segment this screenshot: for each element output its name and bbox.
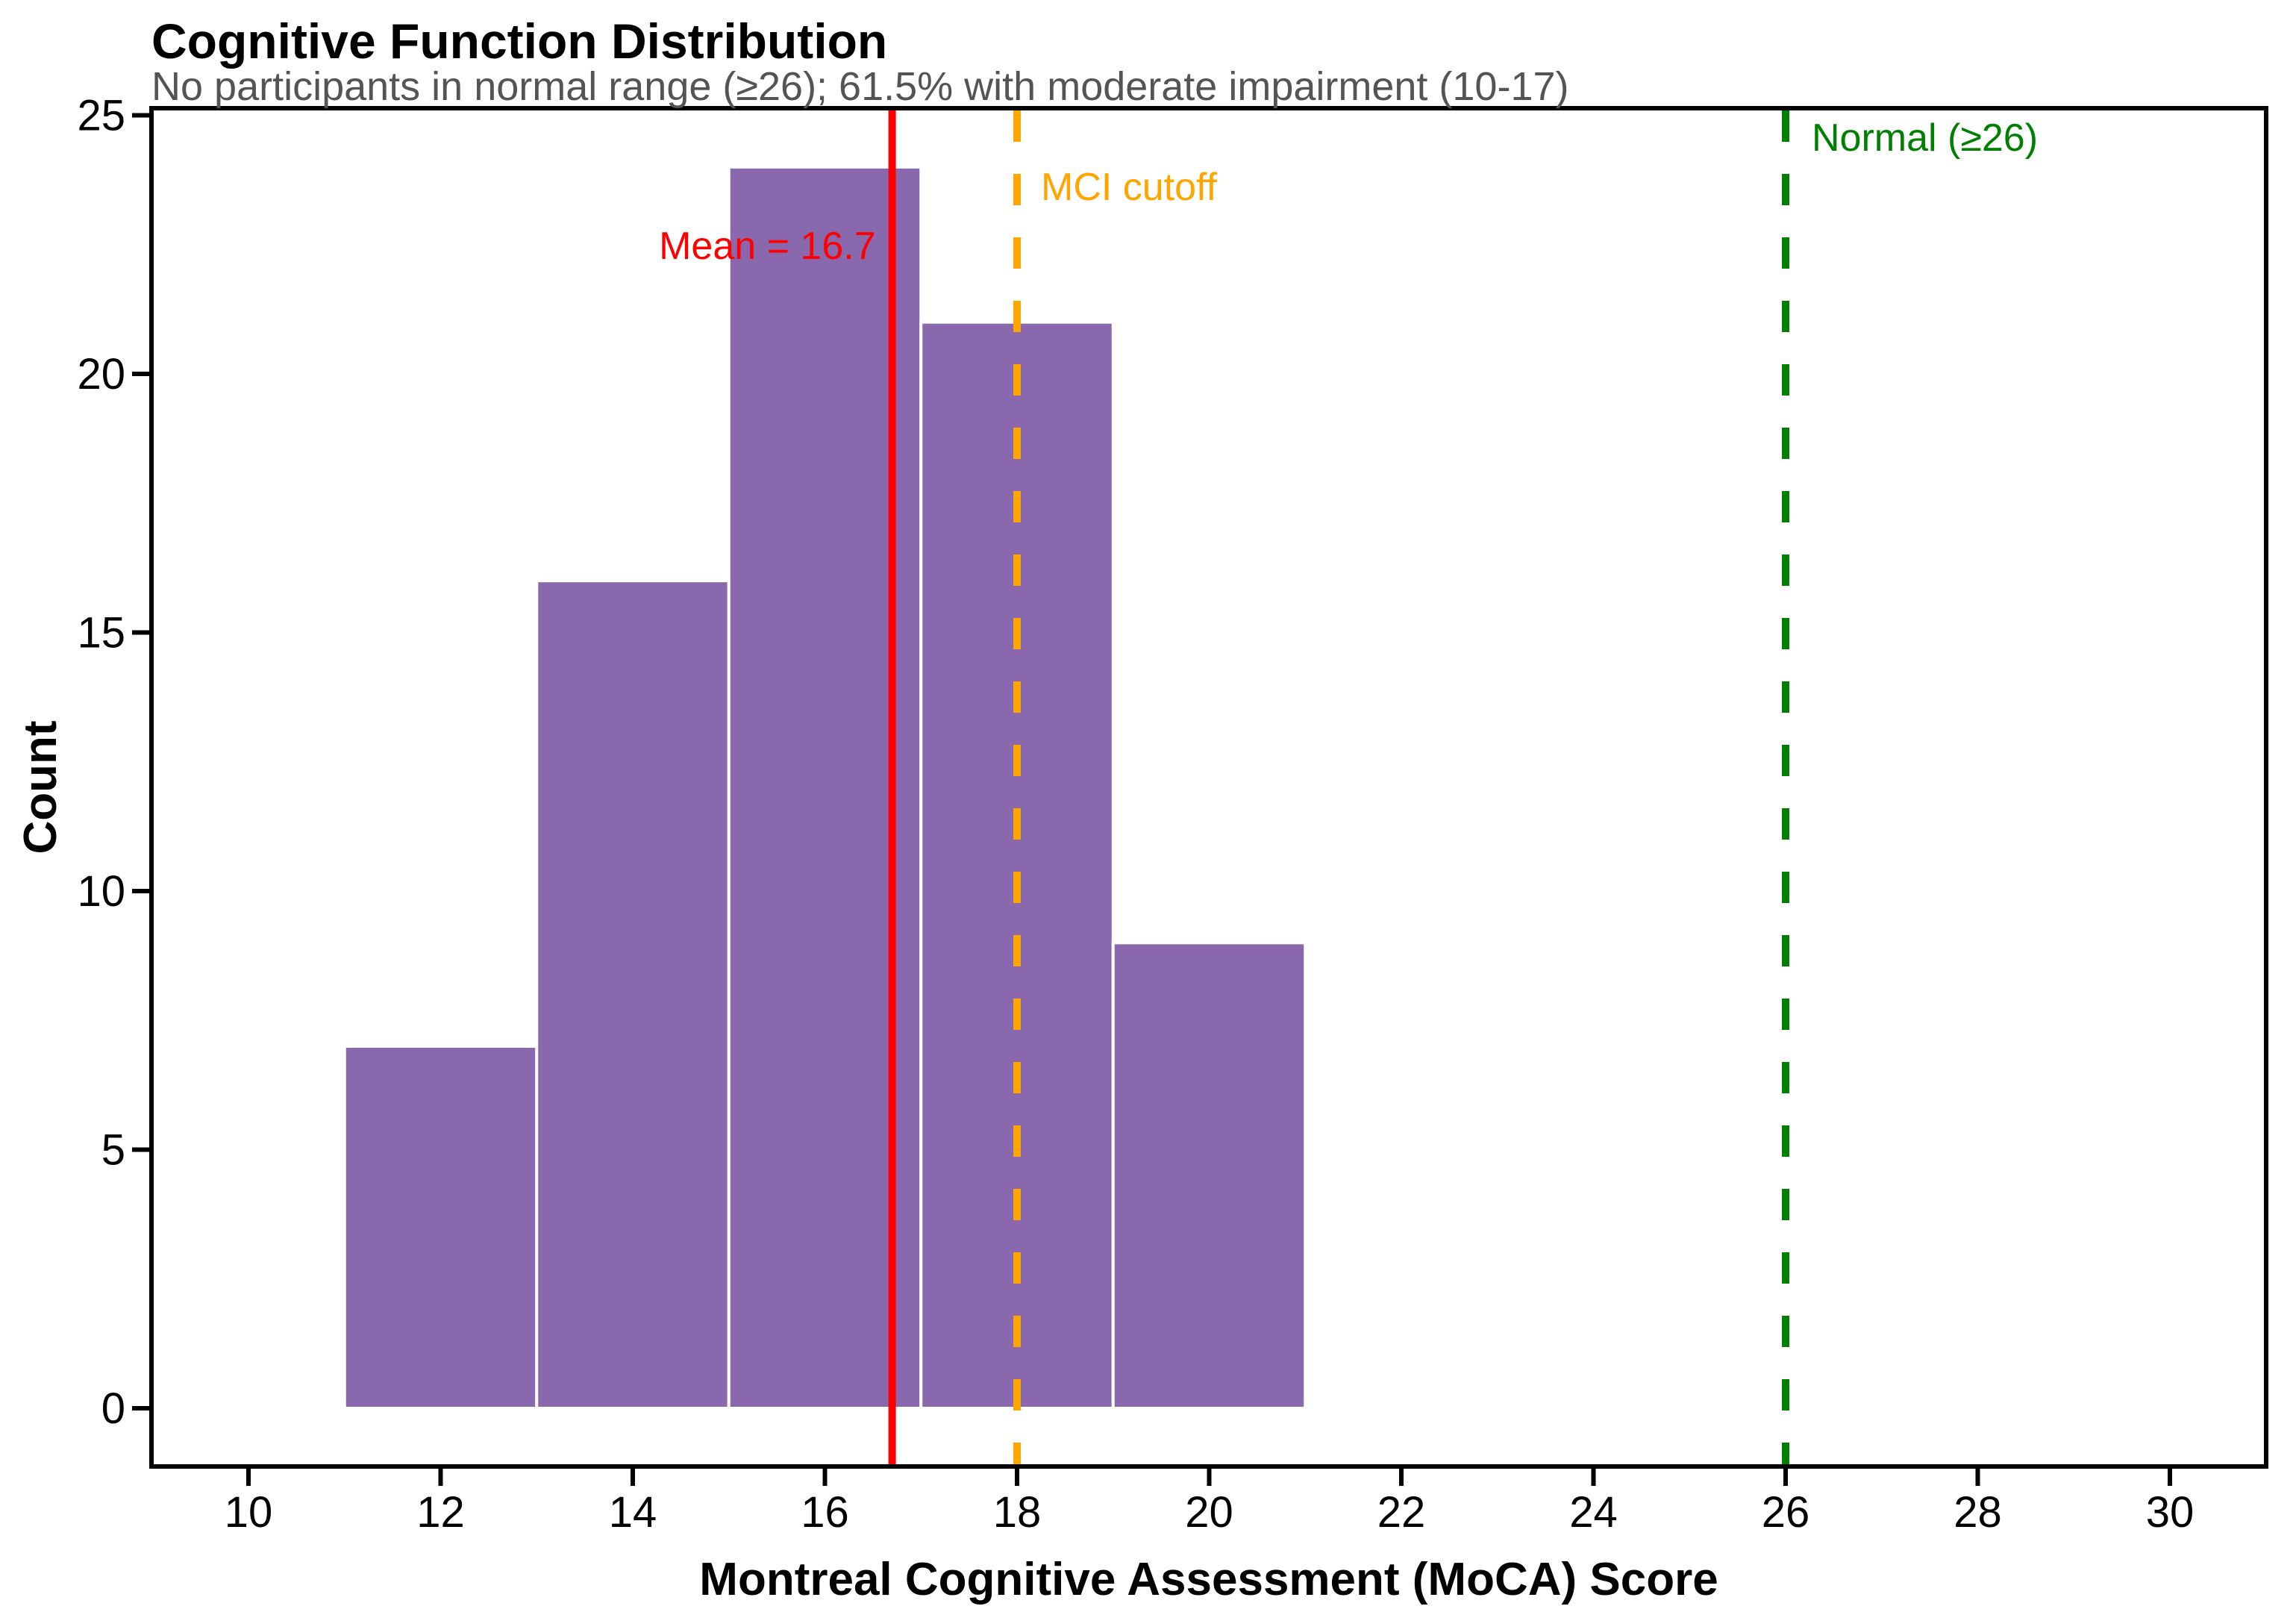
histogram-bar	[919, 320, 1115, 1410]
histogram-bar	[1111, 941, 1307, 1410]
bars-layer	[342, 165, 1307, 1410]
mean-line-label: Mean = 16.7	[659, 225, 876, 268]
x-tick-label: 16	[801, 1488, 849, 1537]
x-tick-label: 30	[2146, 1488, 2195, 1537]
x-tick-label: 28	[1954, 1488, 2002, 1537]
y-tick-label: 20	[77, 350, 125, 399]
histogram-bar	[342, 1044, 539, 1410]
normal-cutoff-line-label: Normal (≥26)	[1812, 116, 2038, 160]
x-tick-label: 22	[1377, 1488, 1426, 1537]
plot-panel-border	[149, 106, 2268, 1469]
y-tick-label: 15	[77, 609, 125, 657]
ticks-layer: 10 12 14 16 18 20 22 24 26 28 30 0 5 10 15 20 25	[77, 92, 2194, 1537]
y-tick-label: 0	[101, 1384, 125, 1433]
x-tick-label: 24	[1569, 1488, 1618, 1537]
mci-cutoff-line-label: MCI cutoff	[1041, 166, 1218, 209]
y-tick-label: 5	[101, 1126, 125, 1175]
vlines-layer: Mean = 16.7 MCI cutoff Normal (≥26)	[659, 110, 2038, 1466]
chart-subtitle: No participants in normal range (≥26); 6…	[151, 64, 1569, 109]
y-tick-label: 10	[77, 867, 125, 916]
x-tick-label: 20	[1185, 1488, 1233, 1537]
x-tick-label: 12	[416, 1488, 465, 1537]
x-tick-label: 26	[1762, 1488, 1810, 1537]
x-tick-label: 14	[609, 1488, 657, 1537]
y-tick-label: 25	[77, 92, 125, 140]
x-tick-label: 10	[225, 1488, 273, 1537]
x-tick-label: 18	[993, 1488, 1042, 1537]
y-axis-title: Count	[15, 720, 66, 854]
x-axis-title: Montreal Cognitive Assessment (MoCA) Sco…	[699, 1554, 1718, 1605]
histogram-bar	[535, 579, 731, 1410]
chart-title: Cognitive Function Distribution	[151, 13, 887, 69]
